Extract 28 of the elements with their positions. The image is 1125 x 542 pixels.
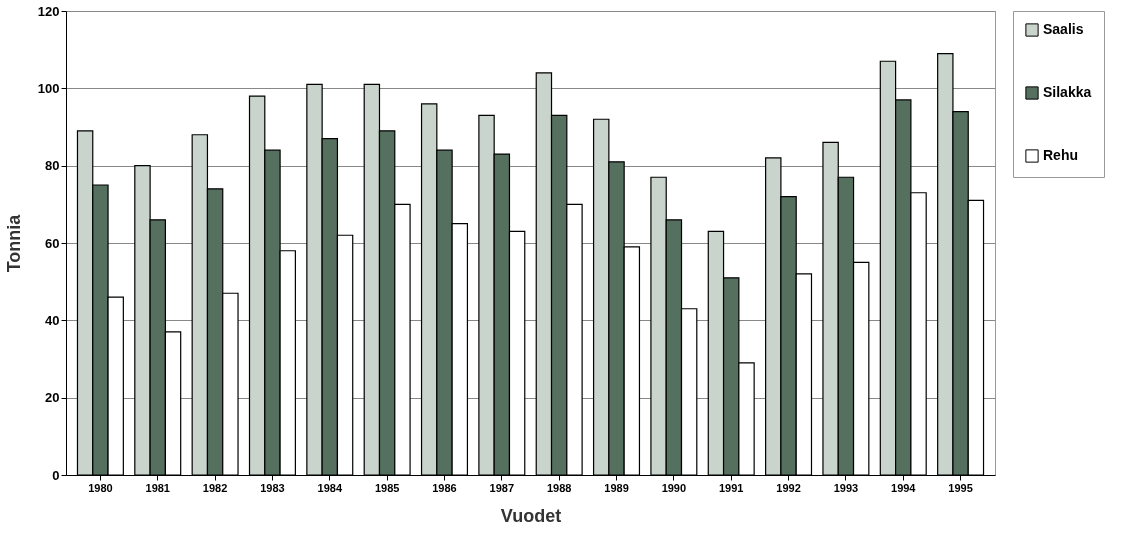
x-tick-label: 1984 [317, 481, 343, 494]
legend-label: Silakka [1043, 84, 1092, 100]
x-tick-label: 1992 [776, 481, 801, 494]
x-tick-label: 1994 [891, 481, 917, 494]
x-tick-label: 1981 [145, 481, 170, 494]
x-tick-label: 1990 [661, 481, 687, 494]
y-tick-label: 80 [45, 158, 60, 174]
x-tick-label: 1988 [546, 481, 572, 494]
y-tick-label: 20 [45, 390, 60, 406]
x-tick-label: 1995 [948, 481, 973, 494]
y-tick-label: 120 [37, 3, 60, 19]
y-axis-title: Tonnia [3, 213, 24, 273]
legend-label: Rehu [1043, 147, 1078, 163]
x-tick-label: 1991 [718, 481, 744, 494]
x-tick-label: 1986 [432, 481, 457, 494]
legend-label: Saalis [1043, 21, 1084, 37]
x-tick-label: 1993 [833, 481, 859, 494]
x-tick-label: 1980 [88, 481, 113, 494]
x-tick-label: 1985 [374, 481, 400, 494]
x-tick-label: 1983 [260, 481, 285, 494]
y-tick-label: 40 [45, 312, 60, 328]
y-tick-label: 0 [52, 467, 60, 483]
x-tick-label: 1987 [489, 481, 515, 494]
y-tick-label: 100 [37, 80, 60, 96]
x-tick-label: 1989 [604, 481, 629, 494]
y-tick-label: 60 [45, 235, 60, 251]
x-tick-label: 1982 [202, 481, 228, 494]
x-axis-title: Vuodet [500, 505, 562, 526]
